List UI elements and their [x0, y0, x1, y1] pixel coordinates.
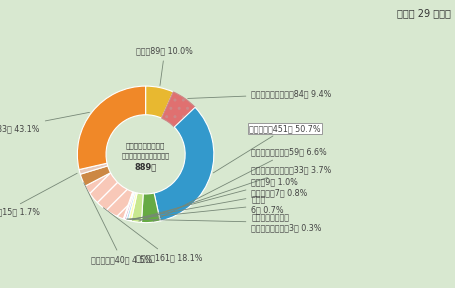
Wedge shape: [131, 193, 143, 222]
Text: 着衣着火　40人 4.5%: 着衣着火 40人 4.5%: [84, 183, 152, 264]
Text: 出火後再進入　15人 1.7%: 出火後再進入 15人 1.7%: [0, 173, 77, 217]
Text: その他　161人 18.1%: その他 161人 18.1%: [103, 208, 203, 262]
Text: 延焼拡大が早く　59人 6.6%: 延焼拡大が早く 59人 6.6%: [153, 147, 327, 221]
Text: 泥酔　9人 1.0%: 泥酔 9人 1.0%: [132, 178, 298, 220]
Text: （放火自殺者等を除く。）: （放火自殺者等を除く。）: [121, 152, 170, 159]
Wedge shape: [80, 166, 111, 186]
Text: 889人: 889人: [135, 162, 157, 171]
Text: 錯乱して　7人 0.8%: 錯乱して 7人 0.8%: [130, 188, 308, 219]
Wedge shape: [123, 192, 133, 219]
Text: 住宅火災による死者: 住宅火災による死者: [126, 143, 165, 149]
Wedge shape: [128, 193, 137, 221]
Text: 逃げ遅れ　451人 50.7%: 逃げ遅れ 451人 50.7%: [213, 124, 321, 173]
Wedge shape: [126, 192, 136, 220]
Wedge shape: [85, 173, 133, 219]
Wedge shape: [77, 86, 146, 170]
Text: 熱傷　89人 10.0%: 熱傷 89人 10.0%: [136, 46, 193, 86]
Text: 乳幼児
6人 0.7%: 乳幼児 6人 0.7%: [128, 195, 284, 219]
Wedge shape: [162, 92, 195, 127]
Wedge shape: [79, 163, 108, 174]
Text: 持ち出し品・服装
に気をとられて　3人 0.3%: 持ち出し品・服装 に気をとられて 3人 0.3%: [126, 213, 322, 232]
Wedge shape: [146, 86, 173, 118]
Wedge shape: [154, 107, 214, 221]
Text: 消火しようとして　33人 3.7%: 消火しようとして 33人 3.7%: [139, 165, 332, 221]
Wedge shape: [142, 193, 160, 223]
Text: （平成 29 年中）: （平成 29 年中）: [397, 9, 450, 19]
Wedge shape: [124, 192, 134, 220]
Text: 病気・身体不自由　84人 9.4%: 病気・身体不自由 84人 9.4%: [188, 90, 332, 99]
Text: その他　383人 43.1%: その他 383人 43.1%: [0, 112, 90, 133]
